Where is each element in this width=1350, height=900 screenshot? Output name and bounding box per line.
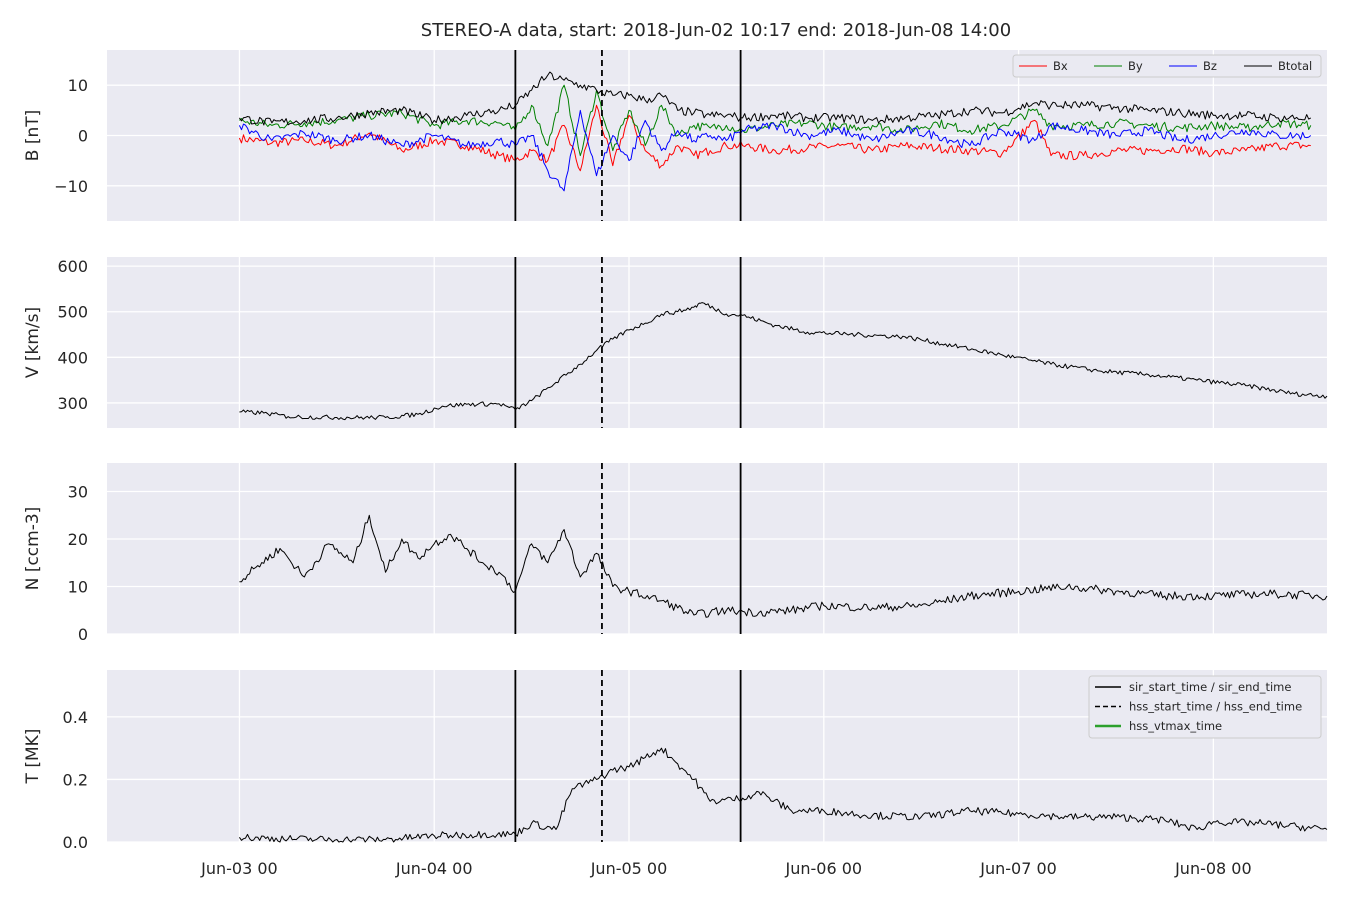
y-tick-label: 0	[78, 625, 88, 644]
panel-3: 0 10 20 30 N [ccm-3]	[23, 463, 1328, 644]
y-tick-label: 400	[57, 348, 88, 367]
series-line-panel-3	[239, 514, 1328, 618]
plot-area-2	[107, 257, 1327, 428]
panel-4: Jun-03 00 Jun-04 00 Jun-05 00 Jun-06 00 Jun-…	[23, 670, 1328, 878]
figure-title: STEREO-A data, start: 2018-Jun-02 10:17 …	[421, 20, 1011, 41]
legend-box	[1012, 54, 1322, 78]
x-tick-label: Jun-08 00	[1174, 859, 1252, 878]
y-tick-label: 0.4	[63, 708, 88, 727]
y-tick-label: 10	[68, 578, 88, 597]
series-line-panel-2	[239, 302, 1328, 421]
y-tick-label: 300	[57, 394, 88, 413]
y-axis-label: T [MK]	[23, 729, 43, 785]
y-tick-label: 10	[68, 76, 88, 95]
x-tick-label: Jun-03 00	[200, 859, 278, 878]
legend-box	[1088, 675, 1322, 739]
y-tick-label: 30	[68, 483, 88, 502]
x-tick-label: Jun-07 00	[979, 859, 1057, 878]
legend-label-bx: Bx	[1053, 59, 1068, 73]
series-line-btotal	[238, 71, 1312, 126]
x-tick-label: Jun-05 00	[590, 859, 668, 878]
series-line-bx	[238, 104, 1311, 172]
x-tick-label: Jun-06 00	[785, 859, 863, 878]
y-axis-label: V [km/s]	[23, 307, 43, 378]
legend-label-by: By	[1128, 59, 1143, 73]
y-tick-label: 0.0	[63, 833, 88, 852]
y-tick-label: −10	[54, 177, 88, 196]
legend-label-bz: Bz	[1203, 59, 1217, 73]
y-axis-label: B [nT]	[23, 110, 43, 162]
y-axis-label: N [ccm-3]	[23, 507, 43, 591]
legend-label-btotal: Btotal	[1278, 59, 1312, 73]
series-line-bz	[238, 109, 1312, 192]
y-tick-label: 600	[57, 257, 88, 276]
y-tick-label: 20	[68, 530, 88, 549]
y-tick-label: 500	[57, 303, 88, 322]
legend-label: hss_start_time / hss_end_time	[1129, 700, 1302, 714]
panel-2: 300 400 500 600 V [km/s]	[23, 257, 1328, 428]
series-line-panel-4	[238, 747, 1328, 843]
legend-label: hss_vtmax_time	[1129, 719, 1222, 733]
legend-label: sir_start_time / sir_end_time	[1129, 680, 1291, 694]
y-tick-label: 0	[78, 127, 88, 146]
panel-1: −10 0 10 B [nT] Bx By Bz Btotal	[23, 50, 1327, 221]
x-tick-label: Jun-04 00	[395, 859, 473, 878]
y-tick-label: 0.2	[63, 770, 88, 789]
